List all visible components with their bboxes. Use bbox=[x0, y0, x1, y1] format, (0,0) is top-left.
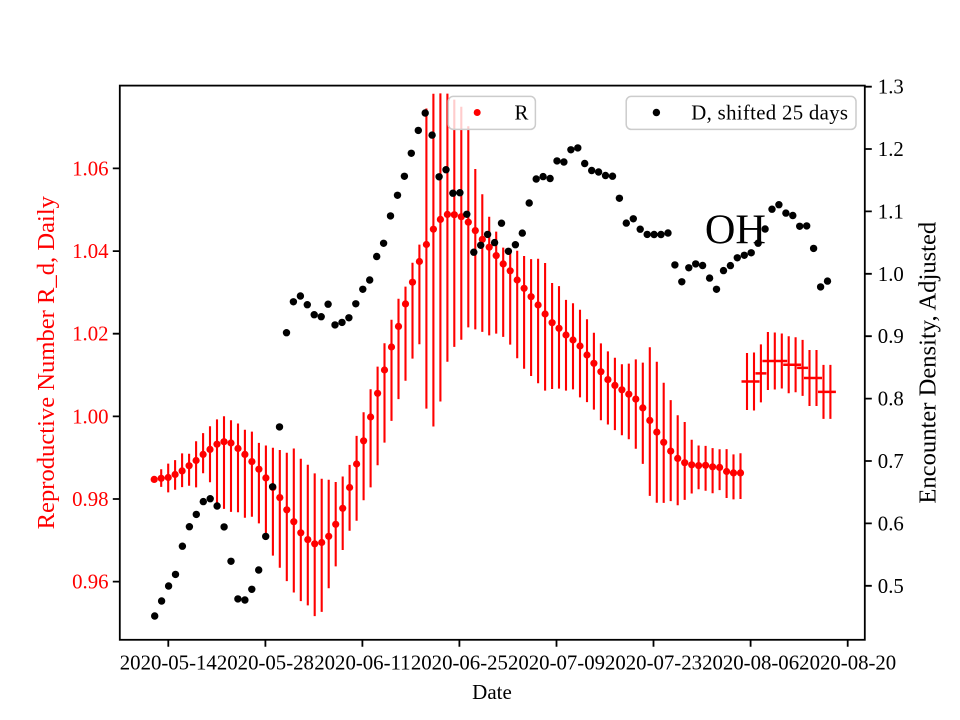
svg-text:Date: Date bbox=[472, 680, 512, 704]
svg-text:2020-05-14: 2020-05-14 bbox=[120, 652, 218, 675]
svg-text:R: R bbox=[515, 102, 529, 125]
svg-text:OH: OH bbox=[705, 206, 766, 253]
svg-text:0.96: 0.96 bbox=[72, 571, 108, 594]
svg-text:1.1: 1.1 bbox=[878, 200, 904, 223]
svg-text:D, shifted 25 days: D, shifted 25 days bbox=[691, 102, 848, 125]
svg-text:0.98: 0.98 bbox=[72, 488, 108, 511]
svg-text:2020-08-20: 2020-08-20 bbox=[799, 652, 896, 675]
svg-text:0.7: 0.7 bbox=[878, 450, 904, 473]
svg-text:0.9: 0.9 bbox=[878, 325, 904, 348]
svg-text:1.2: 1.2 bbox=[878, 138, 904, 161]
svg-text:2020-07-09: 2020-07-09 bbox=[508, 652, 605, 675]
svg-text:0.6: 0.6 bbox=[878, 512, 904, 535]
svg-text:2020-06-25: 2020-06-25 bbox=[411, 652, 508, 675]
svg-text:Encounter Density, Adjusted: Encounter Density, Adjusted bbox=[914, 222, 941, 504]
svg-text:2020-06-11: 2020-06-11 bbox=[314, 652, 410, 675]
svg-text:1.00: 1.00 bbox=[72, 405, 108, 428]
svg-text:1.0: 1.0 bbox=[878, 263, 904, 286]
svg-text:1.3: 1.3 bbox=[878, 76, 904, 99]
svg-text:0.8: 0.8 bbox=[878, 388, 904, 411]
svg-text:0.5: 0.5 bbox=[878, 575, 904, 598]
svg-text:1.06: 1.06 bbox=[72, 157, 108, 180]
svg-text:2020-08-06: 2020-08-06 bbox=[702, 652, 799, 675]
svg-text:2020-07-23: 2020-07-23 bbox=[605, 652, 702, 675]
svg-text:2020-05-28: 2020-05-28 bbox=[217, 652, 314, 675]
svg-text:Reproductive Number R_d, Daily: Reproductive Number R_d, Daily bbox=[33, 195, 60, 529]
svg-text:1.02: 1.02 bbox=[72, 323, 108, 346]
svg-text:1.04: 1.04 bbox=[72, 240, 109, 263]
